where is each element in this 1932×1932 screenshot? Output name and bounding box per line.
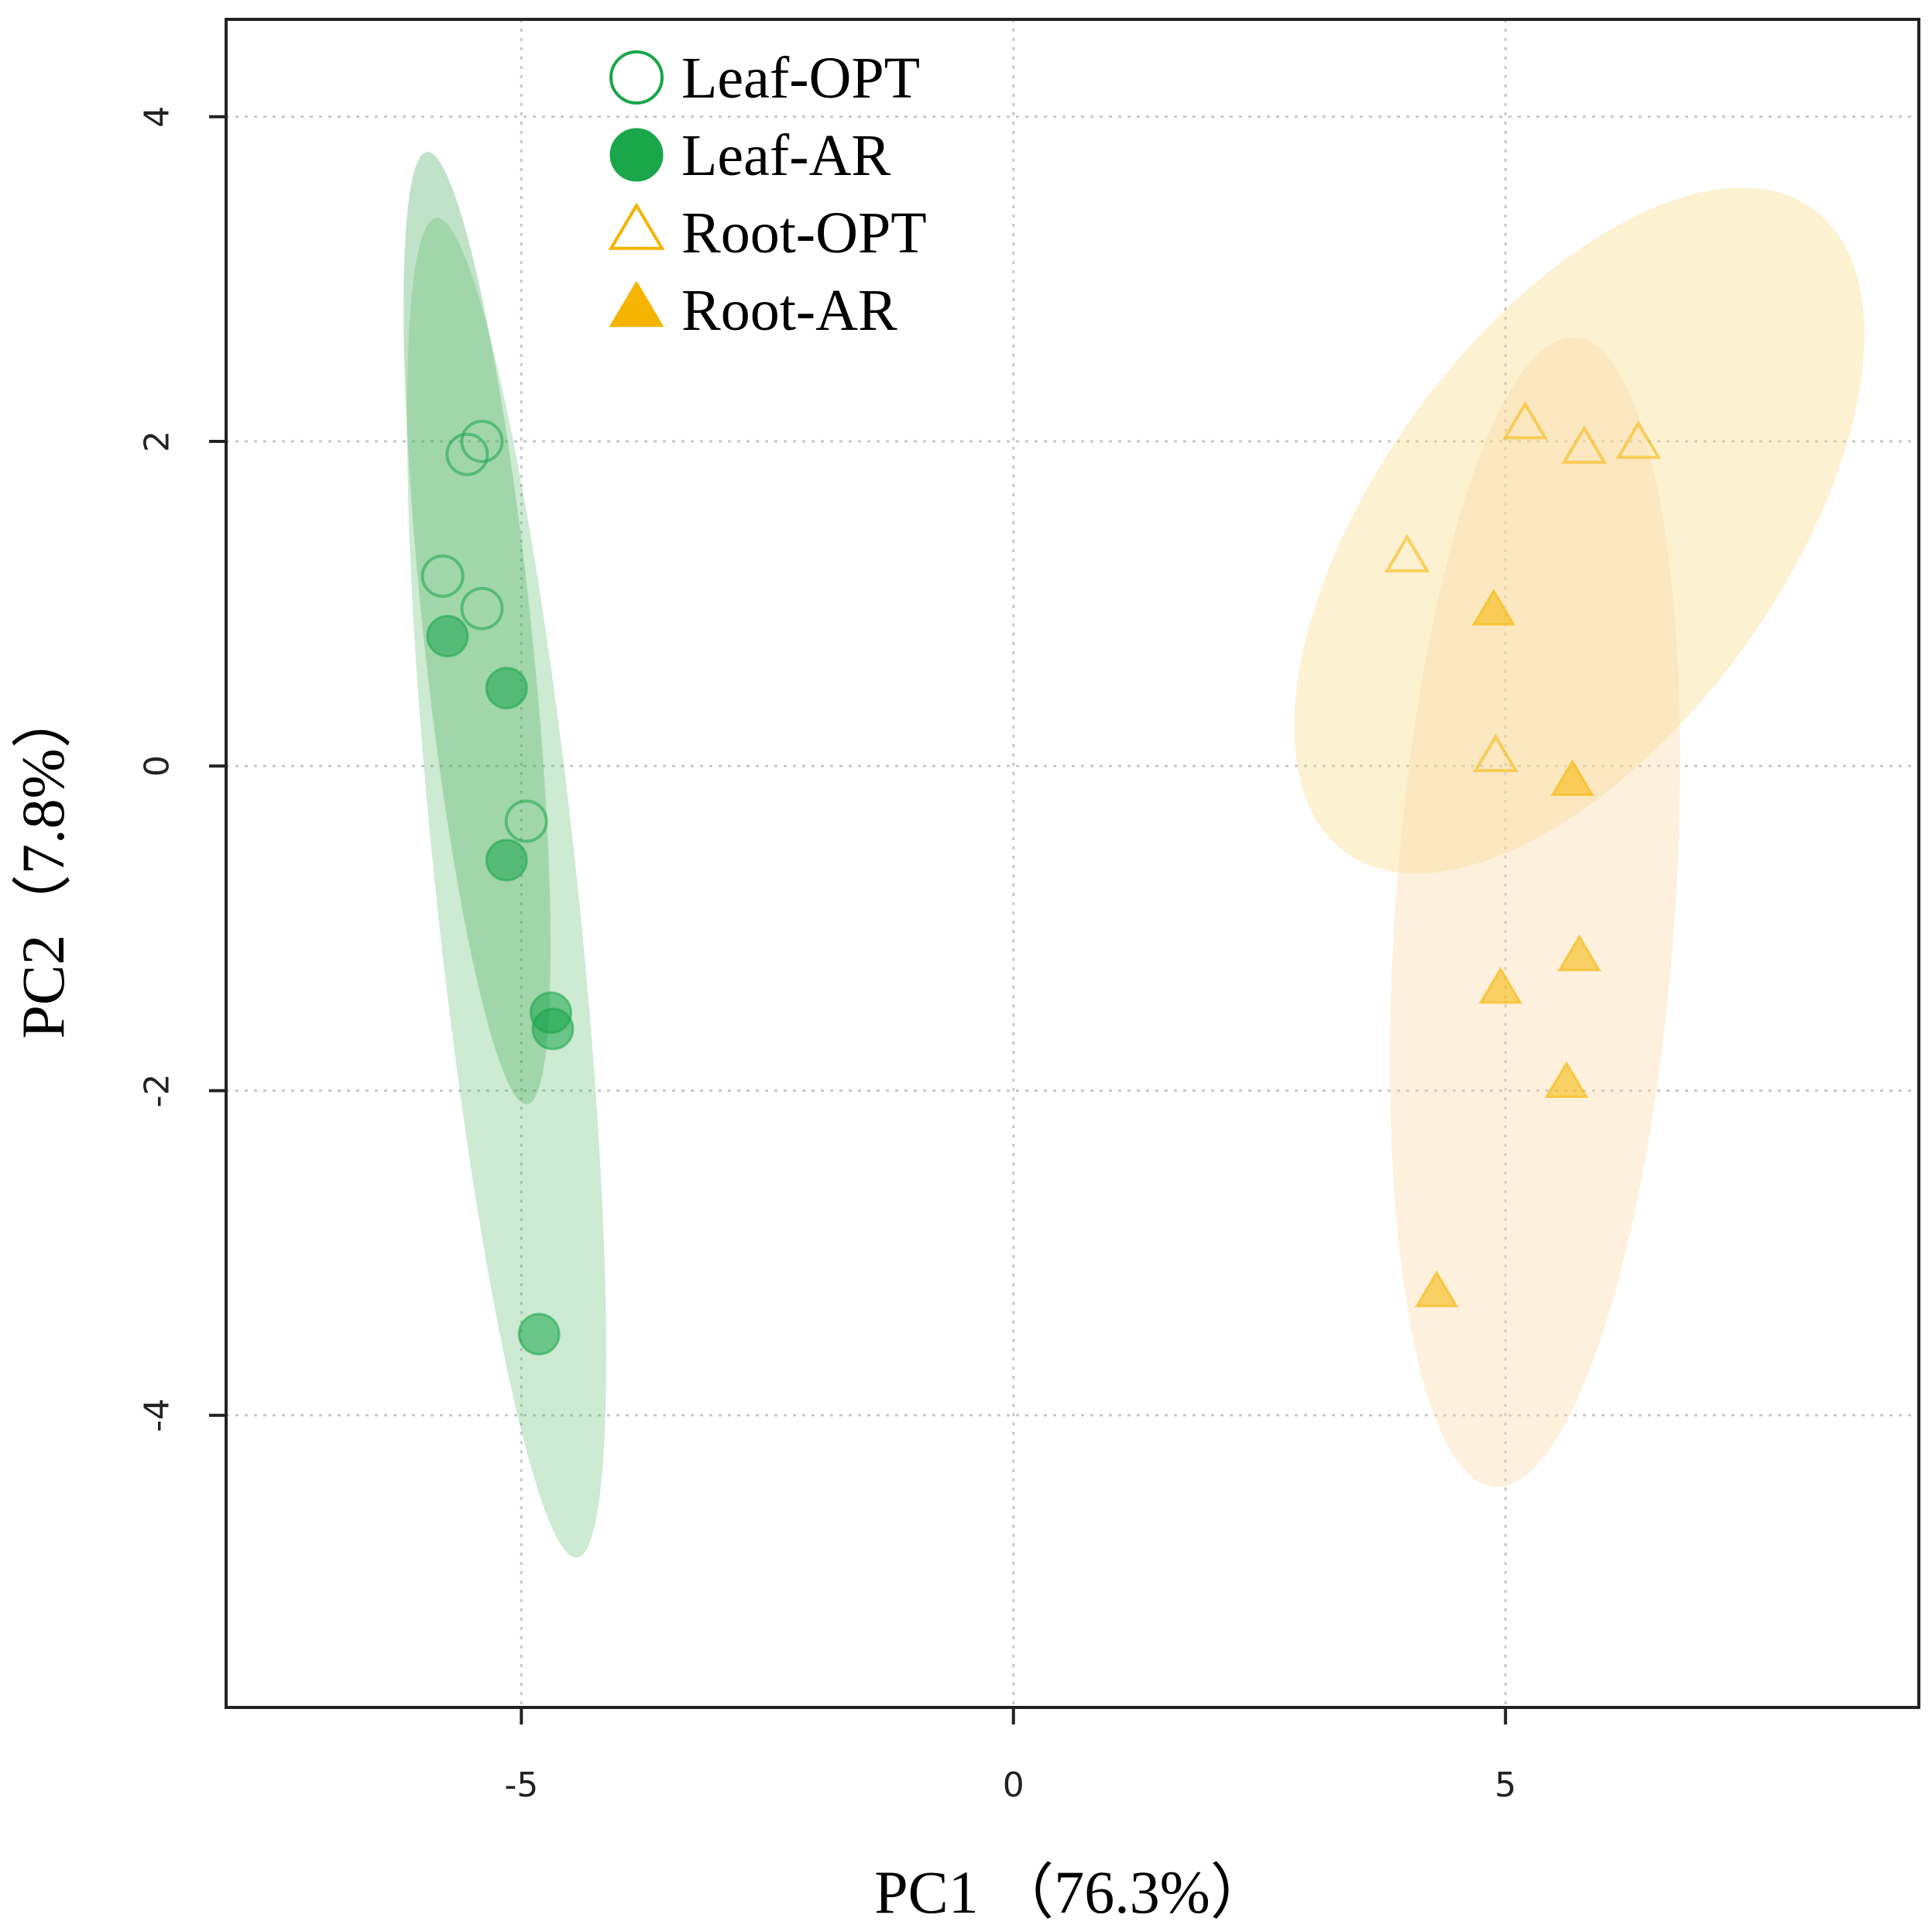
x-tick-label: 0 [1003,1766,1024,1805]
plot-frame [225,18,1920,1709]
point-leaf-opt [460,420,504,463]
ellipse-root-ar [1389,337,1680,1488]
legend-label-root-opt: Root-OPT [681,201,927,266]
point-root-ar [1556,934,1602,972]
legend-label-leaf-ar: Leaf-AR [681,123,891,188]
y-axis-title: PC2（7.8%） [9,688,77,1039]
legend-symbol-leaf-opt [609,50,664,105]
point-leaf-ar [531,1007,575,1051]
data-points [420,400,1662,1356]
point-root-opt [1615,420,1662,459]
point-root-ar [1471,588,1516,626]
legend-label-root-ar: Root-AR [681,278,897,343]
point-leaf-opt [460,586,504,630]
gridlines [226,19,1919,1707]
point-root-ar [1414,1270,1459,1308]
y-tick-label: -2 [137,1074,177,1108]
ellipse-leaf-ar [407,218,606,1558]
point-root-opt [1473,733,1518,773]
x-tick-label: 5 [1494,1766,1516,1805]
point-leaf-ar [485,667,528,710]
point-leaf-opt [504,799,548,843]
legend-label-leaf-opt: Leaf-OPT [681,46,920,111]
point-root-ar [1478,966,1523,1004]
y-tick-label: 4 [137,106,177,128]
point-leaf-ar [426,615,469,658]
y-tick-label: 2 [137,431,177,452]
legend-symbol-root-ar [609,280,664,328]
y-tick-label: 0 [137,755,177,777]
point-root-ar [1550,758,1595,797]
point-root-opt [1384,534,1430,573]
point-leaf-ar [517,1313,561,1356]
point-leaf-ar [485,839,528,882]
confidence-ellipses [403,152,1865,1558]
legend-symbol-root-opt [608,202,665,250]
x-axis-title: PC1 （76.3%） [874,1858,1270,1926]
legend-symbol-leaf-ar [609,128,664,182]
axis-ticks: -5 0 5 -4 -2 0 2 4 [137,106,1516,1805]
legend: Leaf-OPT Leaf-AR Root-OPT Root-AR [608,46,927,343]
y-tick-label: -4 [137,1398,177,1433]
point-root-ar [1544,1060,1589,1098]
point-root-opt [1561,425,1608,464]
point-leaf-opt [445,432,489,476]
point-root-opt [1502,400,1549,440]
x-tick-label: -5 [504,1766,538,1805]
point-leaf-opt [420,554,465,598]
ellipse-root-opt [1294,187,1865,874]
